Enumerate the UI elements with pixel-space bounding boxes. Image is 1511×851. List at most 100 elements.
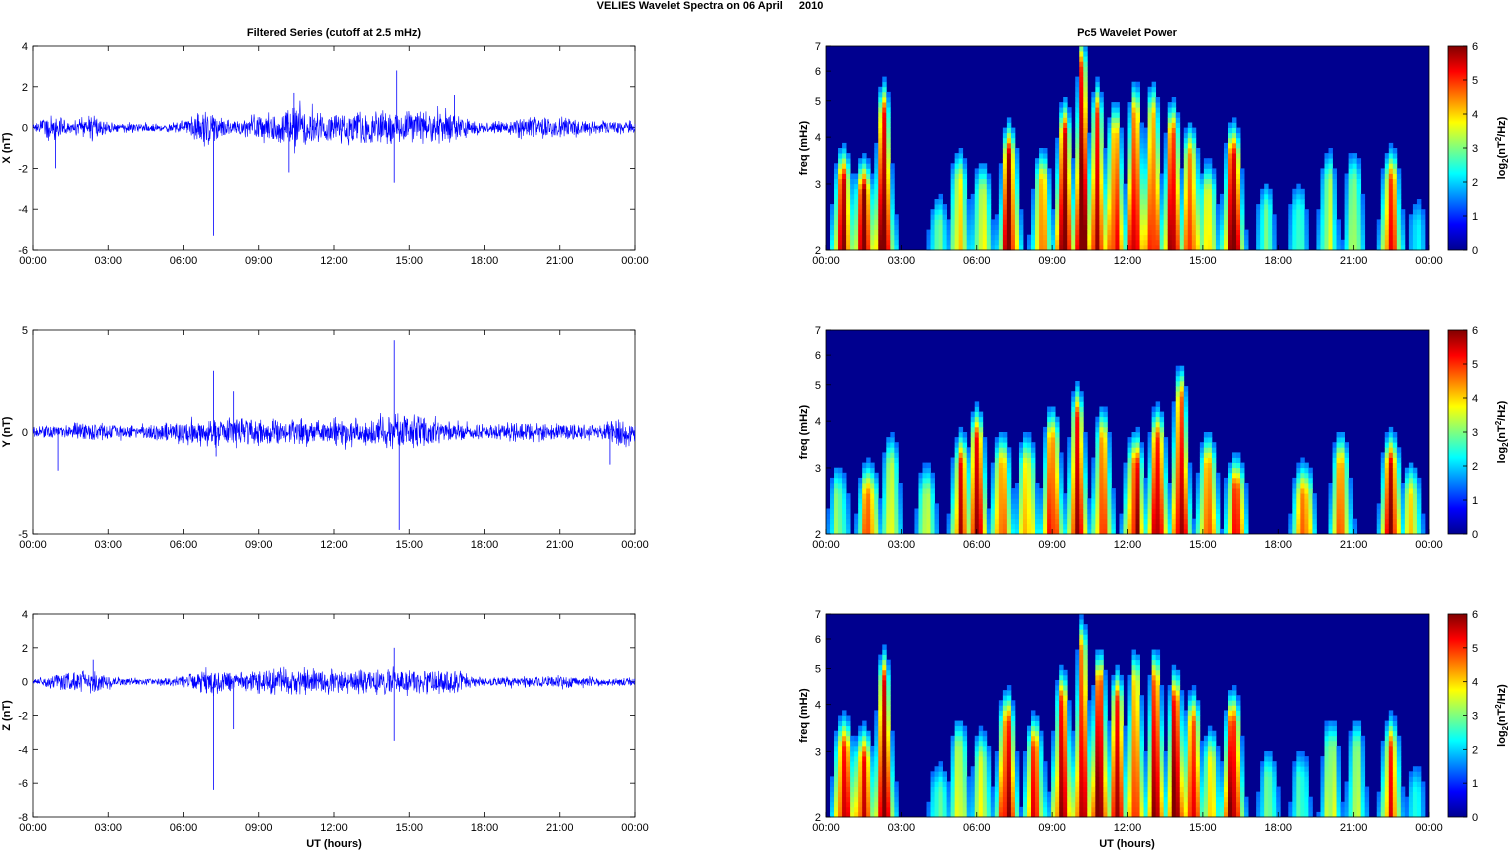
heatmap-cell (1059, 528, 1064, 535)
heatmap-cell (1067, 137, 1072, 144)
heatmap-cell (1175, 508, 1181, 514)
heatmap-cell (934, 523, 939, 530)
heatmap-cell (918, 528, 923, 535)
heatmap-cell (866, 806, 871, 813)
heatmap-cell (886, 700, 891, 706)
heatmap-cell (1091, 137, 1096, 144)
heatmap-cell (894, 523, 899, 530)
heatmap-cell (1240, 244, 1245, 251)
heatmap-cell (862, 168, 867, 174)
heatmap-cell (854, 209, 859, 215)
heatmap-cell (1083, 472, 1088, 479)
heatmap-cell (1059, 493, 1064, 499)
heatmap-cell (886, 168, 891, 174)
heatmap-cell (874, 508, 879, 514)
heatmap-cell (954, 776, 960, 782)
heatmap-cell (874, 168, 879, 174)
heatmap-cell (978, 467, 984, 474)
heatmap-cell (882, 188, 887, 195)
heatmap-cell (854, 745, 859, 752)
heatmap-cell (1400, 209, 1406, 215)
heatmap-cell (1179, 523, 1185, 530)
heatmap-cell (1332, 219, 1337, 225)
heatmap-cell (1099, 426, 1104, 433)
heatmap-cell (1328, 528, 1333, 535)
heatmap-cell (1296, 193, 1301, 200)
heatmap-cell (1075, 416, 1080, 423)
heatmap-cell (922, 488, 927, 494)
heatmap-cell (1079, 183, 1084, 190)
heatmap-cell (846, 715, 851, 721)
heatmap-cell (862, 513, 867, 520)
heatmap-cell (1199, 477, 1205, 484)
heatmap-cell (1131, 437, 1136, 443)
heatmap-cell (1127, 142, 1132, 149)
heatmap-cell (1147, 137, 1153, 144)
heatmap-cell (870, 508, 875, 514)
heatmap-cell (1075, 239, 1080, 246)
heatmap-cell (866, 209, 871, 215)
heatmap-cell (838, 730, 843, 737)
heatmap-cell (1071, 183, 1076, 190)
heatmap-cell (1079, 81, 1084, 88)
heatmap-cell (1047, 173, 1052, 179)
heatmap-cell (1006, 452, 1012, 458)
heatmap-cell (1127, 457, 1132, 463)
heatmap-cell (838, 513, 843, 520)
heatmap-cell (1147, 153, 1153, 159)
heatmap-cell (1107, 199, 1112, 205)
heatmap-cell (1099, 488, 1104, 494)
heatmap-cell (1167, 107, 1173, 113)
heatmap-cell (1175, 447, 1181, 453)
heatmap-cell (1163, 148, 1169, 154)
heatmap-cell (874, 720, 879, 727)
heatmap-cell (1232, 117, 1237, 123)
heatmap-cell (1195, 488, 1201, 494)
heatmap-cell (938, 761, 943, 767)
heatmap-cell (962, 229, 968, 236)
heatmap-cell (1211, 193, 1217, 200)
heatmap-cell (886, 142, 891, 149)
heatmap-cell (1264, 183, 1269, 190)
heatmap-cell (998, 447, 1004, 453)
heatmap-cell (1240, 199, 1245, 205)
heatmap-cell (1183, 483, 1189, 489)
heatmap-cell (1107, 148, 1112, 154)
heatmap-cell (1022, 442, 1028, 448)
heatmap-cell (882, 168, 887, 174)
heatmap-cell (874, 528, 879, 535)
heatmap-cell (850, 771, 855, 777)
heatmap-cell (1115, 153, 1120, 159)
heatmap-cell (878, 791, 883, 798)
heatmap-cell (1018, 472, 1024, 479)
heatmap-cell (1002, 209, 1008, 215)
heatmap-cell (1388, 488, 1394, 494)
heatmap-cell (1127, 518, 1132, 525)
heatmap-cell (1006, 122, 1012, 128)
heatmap-cell (1195, 503, 1201, 509)
heatmap-cell (1264, 204, 1269, 210)
heatmap-cell (938, 229, 943, 236)
heatmap-cell (1199, 503, 1205, 509)
heatmap-cell (878, 715, 883, 721)
heatmap-cell (1360, 193, 1366, 200)
heatmap-cell (1360, 204, 1366, 210)
heatmap-cell (1232, 122, 1237, 128)
heatmap-cell (878, 786, 883, 793)
heatmap-cell (862, 811, 867, 818)
heatmap-cell (886, 199, 891, 205)
heatmap-cell (1191, 244, 1197, 251)
heatmap-cell (1388, 426, 1394, 433)
heatmap-cell (1163, 178, 1169, 185)
heatmap-cell (882, 244, 887, 251)
heatmap-cell (1079, 51, 1084, 57)
heatmap-cell (922, 483, 927, 489)
heatmap-cell (1232, 518, 1237, 525)
heatmap-cell (1228, 508, 1233, 514)
heatmap-cell (950, 513, 956, 520)
heatmap-cell (1312, 503, 1317, 509)
heatmap-cell (862, 467, 867, 474)
heatmap-cell (1035, 158, 1040, 164)
heatmap-cell (1055, 528, 1060, 535)
heatmap-cell (1018, 224, 1024, 230)
